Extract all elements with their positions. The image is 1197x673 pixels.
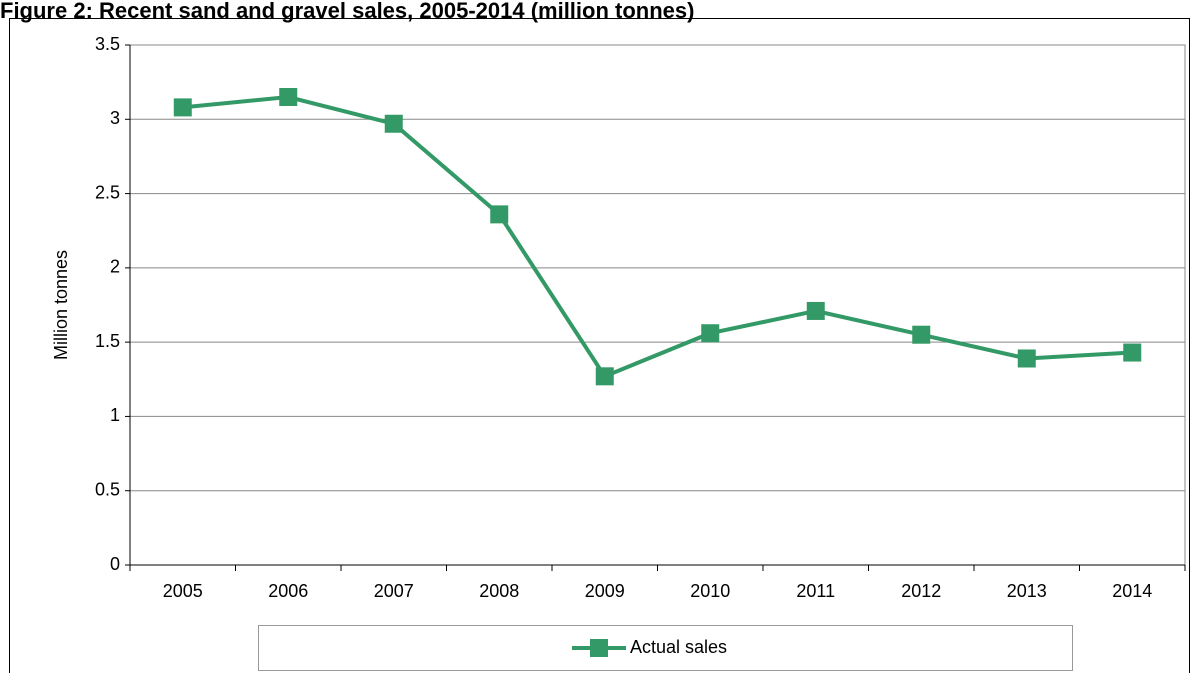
y-tick-label: 0.5 <box>95 479 120 499</box>
y-tick-label: 1 <box>110 405 120 425</box>
chart-title: Figure 2: Recent sand and gravel sales, … <box>0 0 694 23</box>
y-tick-label: 0 <box>110 554 120 574</box>
marker <box>279 88 298 106</box>
chart-border <box>9 18 1190 673</box>
y-tick-label: 3.5 <box>95 34 120 54</box>
marker <box>384 114 403 133</box>
x-tick-label: 2011 <box>796 581 835 601</box>
y-tick-label: 2.5 <box>95 182 120 202</box>
marker <box>173 98 192 117</box>
y-axis-label: Million tonnes <box>51 250 71 360</box>
x-tick-label: 2014 <box>1112 581 1152 601</box>
marker <box>1123 343 1142 362</box>
x-tick-label: 2009 <box>585 581 625 601</box>
legend-label: Actual sales <box>630 637 727 657</box>
marker <box>701 324 720 343</box>
line <box>182 94 1133 379</box>
y-tick-label: 2 <box>110 257 120 277</box>
x-tick-label: 2006 <box>268 581 308 601</box>
legend-box <box>258 625 1073 671</box>
x-tick-label: 2007 <box>374 581 414 601</box>
y-tick-label: 3 <box>110 108 120 128</box>
x-tick-label: 2008 <box>479 581 519 601</box>
marker <box>490 205 509 224</box>
legend-marker <box>590 639 608 657</box>
x-tick-label: 2005 <box>163 581 203 601</box>
x-tick-label: 2010 <box>690 581 730 601</box>
plot-area <box>129 44 1186 566</box>
y-tick-label: 1.5 <box>95 331 120 351</box>
marker <box>595 367 614 386</box>
marker <box>1017 349 1036 368</box>
x-tick-label: 2013 <box>1007 581 1047 601</box>
marker <box>912 325 931 344</box>
marker <box>806 301 825 320</box>
x-tick-label: 2012 <box>901 581 941 601</box>
